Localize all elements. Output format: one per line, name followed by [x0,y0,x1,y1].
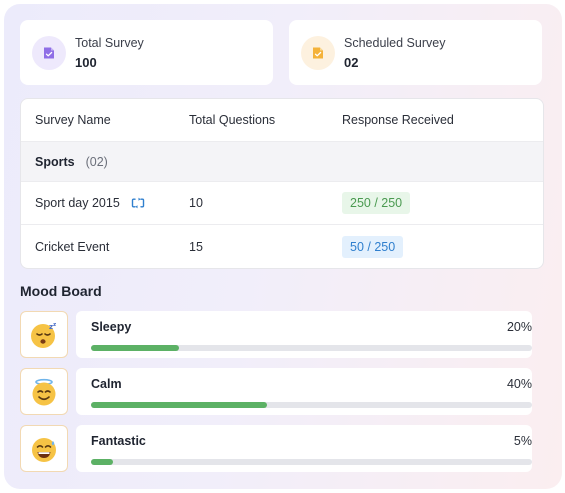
table-row[interactable]: Sport day 2015 10 250 / 250 [21,182,543,225]
survey-name[interactable]: Sport day 2015 [35,196,120,210]
total-survey-card[interactable]: Total Survey 100 [20,20,273,85]
response-badge: 50 / 250 [342,235,404,258]
group-count: (02) [85,154,108,169]
mood-label: Sleepy [91,320,132,334]
table-row[interactable]: Cricket Event 15 50 / 250 [21,225,543,268]
mood-board-title: Mood Board [20,283,102,299]
scheduled-survey-label: Scheduled Survey [344,35,446,50]
question-count: 15 [189,239,203,254]
column-header-total-questions[interactable]: Total Questions [189,113,276,127]
response-badge: 250 / 250 [342,192,411,214]
mood-card: Fantastic 5% [76,425,532,472]
mood-card: Sleepy 20% [76,311,532,358]
total-survey-label: Total Survey [75,35,144,50]
mood-percent: 40% [506,377,532,391]
scheduled-survey-value: 02 [344,54,359,70]
scheduled-survey-card[interactable]: Scheduled Survey 02 [289,20,542,85]
mood-percent: 5% [513,434,532,448]
mood-item-fantastic[interactable]: Fantastic 5% [20,425,544,472]
question-count: 10 [189,196,203,210]
mood-progress-track [91,459,532,465]
mood-progress-track [91,402,532,408]
mood-label: Calm [91,377,122,391]
column-header-response-received[interactable]: Response Received [342,113,454,127]
survey-name[interactable]: Cricket Event [35,239,110,254]
mood-progress-fill [91,459,114,465]
table-header-row: Survey Name Total Questions Response Rec… [21,99,543,142]
group-name: Sports [35,154,75,169]
calm-emoji-icon [20,368,68,415]
mood-item-calm[interactable]: Calm 40% [20,368,544,415]
sync-icon[interactable] [131,197,145,209]
column-header-survey-name[interactable]: Survey Name [35,113,111,127]
mood-percent: 20% [506,320,532,334]
mood-card: Calm 40% [76,368,532,415]
scheduled-doc-icon [301,35,335,70]
survey-doc-icon [32,35,66,70]
sleepy-emoji-icon: z z [20,311,68,358]
mood-label: Fantastic [91,434,146,448]
total-survey-value: 100 [75,54,97,70]
svg-text:z: z [49,323,53,331]
mood-progress-track [91,345,532,351]
fantastic-emoji-icon [20,425,68,472]
mood-progress-fill [91,345,180,351]
survey-table: Survey Name Total Questions Response Rec… [20,98,544,269]
group-row-sports[interactable]: Sports (02) [21,142,543,182]
svg-text:z: z [53,322,56,328]
mood-item-sleepy[interactable]: z z Sleepy 20% [20,311,544,358]
mood-progress-fill [91,402,268,408]
